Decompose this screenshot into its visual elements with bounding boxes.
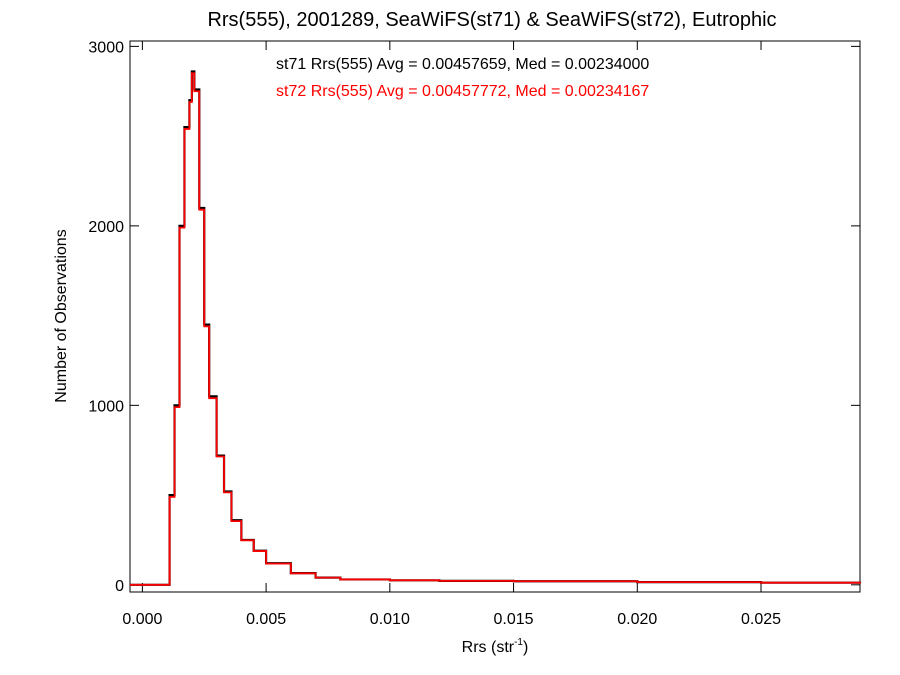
x-tick-label-0: 0.000: [122, 611, 162, 628]
series-st71-line: [130, 70, 862, 586]
y-axis-label: Number of Observations: [53, 229, 70, 402]
y-tick-label-0: 0: [115, 578, 124, 595]
y-tick-label-2: 2000: [88, 219, 124, 236]
x-tick-label-4: 0.020: [617, 611, 657, 628]
series-layer: [130, 70, 862, 586]
x-tick-label-5: 0.025: [741, 611, 781, 628]
x-axis-label: Rrs (str-1): [462, 637, 529, 656]
chart-title: Rrs(555), 2001289, SeaWiFS(st71) & SeaWi…: [207, 9, 776, 31]
axis-tick-labels: 0.000 0.005 0.010 0.015 0.020 0.025 0 1000 2000 3…: [88, 39, 781, 628]
x-tick-label-1: 0.005: [246, 611, 286, 628]
annotation-st71: st71 Rrs(555) Avg = 0.00457659, Med = 0.…: [276, 56, 649, 73]
x-tick-label-3: 0.015: [494, 611, 534, 628]
plot-frame: [129, 40, 861, 593]
series-st72-line: [130, 72, 861, 586]
axis-ticks: [130, 41, 860, 592]
y-tick-label-1: 1000: [88, 398, 124, 415]
annotation-st72: st72 Rrs(555) Avg = 0.00457772, Med = 0.…: [276, 83, 649, 100]
x-tick-label-2: 0.010: [370, 611, 410, 628]
y-tick-label-3: 3000: [88, 39, 124, 56]
